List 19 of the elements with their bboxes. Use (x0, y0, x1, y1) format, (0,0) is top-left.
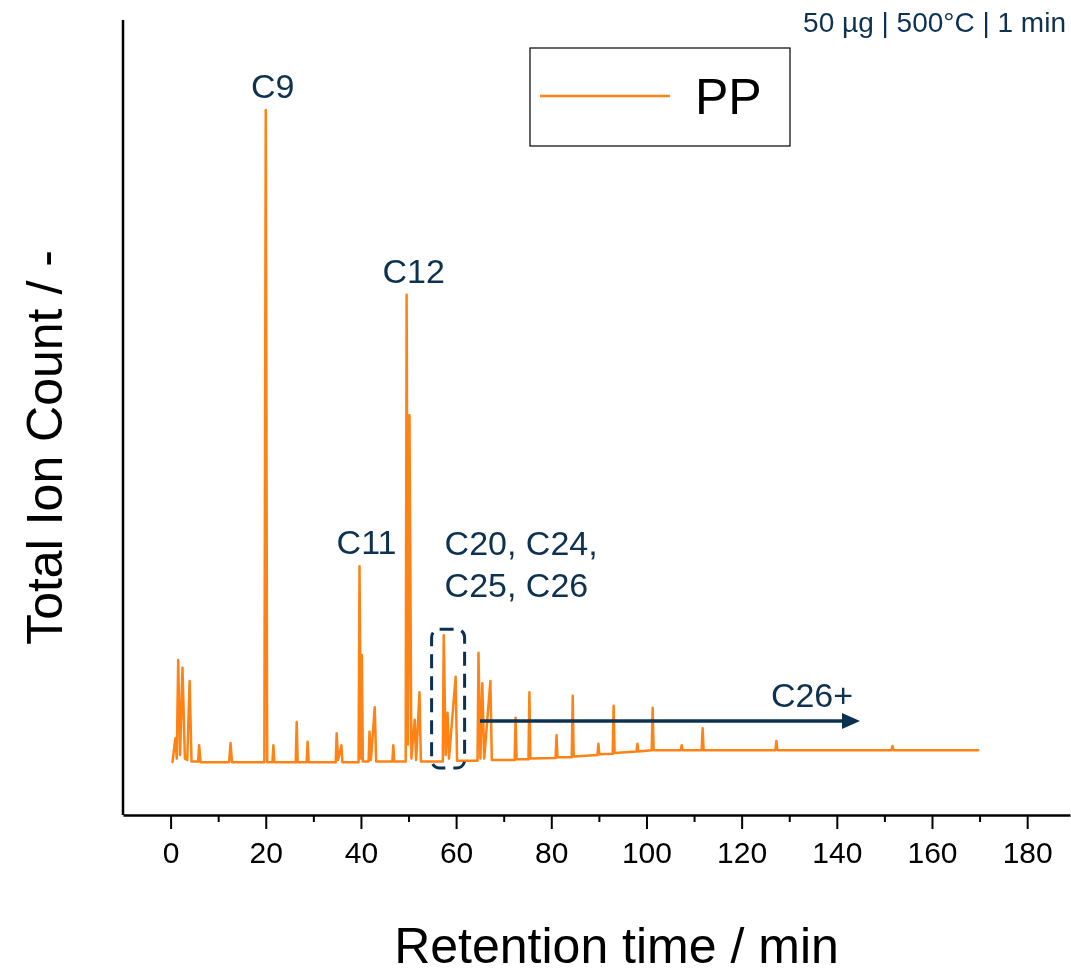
x-tick-label: 120 (717, 836, 768, 869)
x-tick-label: 80 (535, 836, 569, 869)
x-tick-label: 40 (344, 836, 379, 869)
annotation: C11 (336, 523, 397, 562)
annotation: C20, C24, C25, C26 (444, 524, 598, 605)
x-tick-label: 60 (439, 836, 474, 869)
chart-subtitle: 50 µg | 500°C | 1 min (803, 7, 1066, 38)
annotation: C12 (382, 251, 445, 290)
x-tick-label: 140 (812, 836, 863, 869)
x-tick-label: 180 (1002, 836, 1053, 869)
x-tick-label: 100 (621, 836, 672, 869)
x-tick-label: 0 (162, 836, 180, 869)
annotation: C9 (251, 67, 295, 105)
x-tick-label: 160 (907, 836, 958, 869)
annotation: C26+ (770, 676, 854, 714)
y-axis-title: Total Ion Count / - (17, 250, 73, 645)
x-axis-title: Retention time / min (394, 918, 839, 973)
legend-label: PP (695, 69, 762, 125)
x-tick-label: 20 (249, 836, 283, 869)
